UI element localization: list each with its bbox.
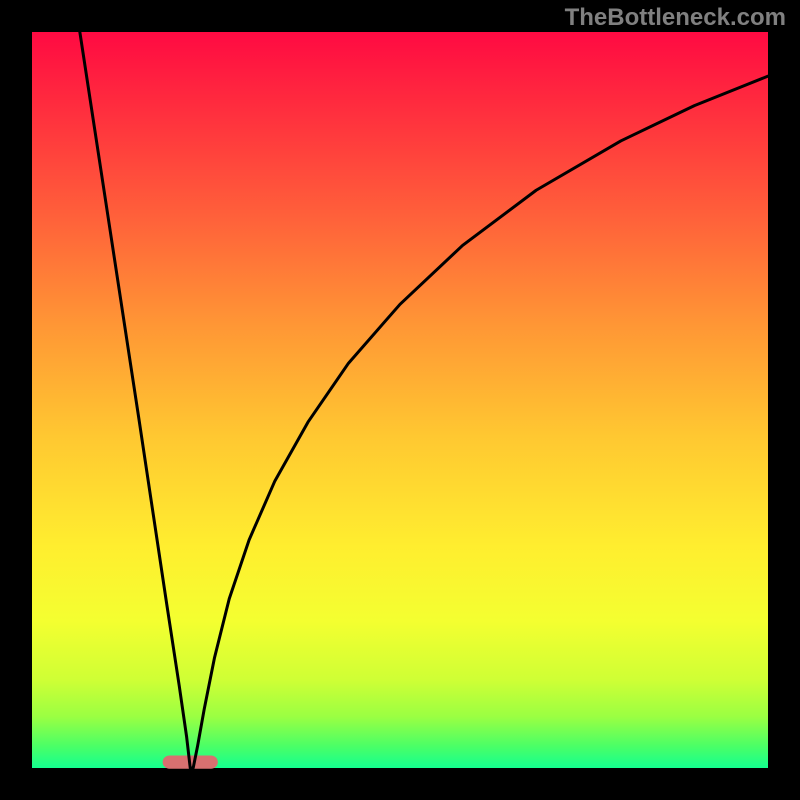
bottleneck-chart [0,0,800,800]
chart-frame: TheBottleneck.com [0,0,800,800]
watermark-text: TheBottleneck.com [565,4,786,32]
gradient-background [32,32,768,768]
